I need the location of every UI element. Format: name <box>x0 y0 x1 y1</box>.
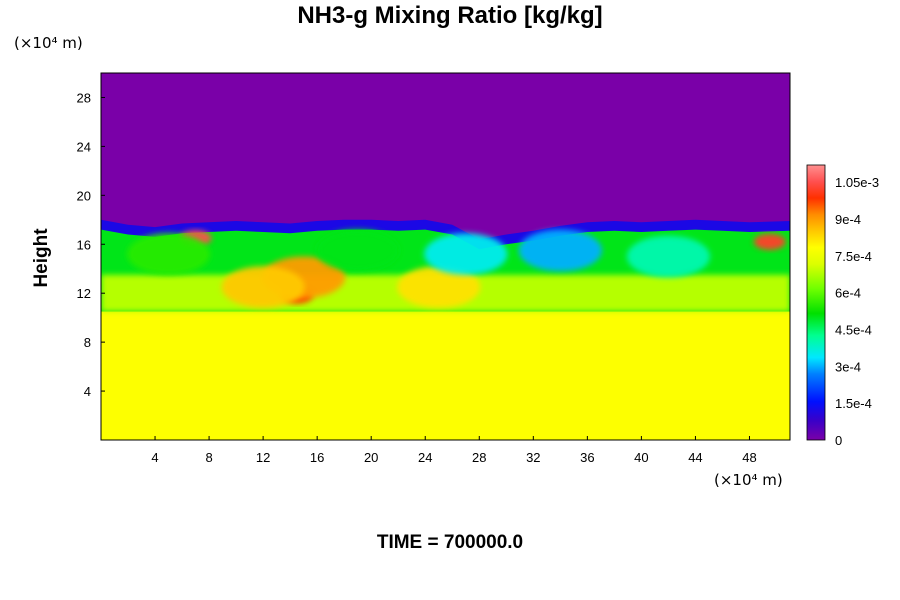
y-tick-label: 20 <box>77 188 91 203</box>
x-tick-label: 12 <box>256 450 270 465</box>
x-tick-label: 24 <box>418 450 432 465</box>
x-tick-label: 48 <box>742 450 756 465</box>
x-tick-label: 40 <box>634 450 648 465</box>
chart-title: NH3-g Mixing Ratio [kg/kg] <box>297 2 603 29</box>
heatmap-field <box>101 73 790 440</box>
time-label: TIME = 700000.0 <box>376 532 524 553</box>
field-feature-9 <box>316 229 400 272</box>
y-axis-unit: (×10⁴ m) <box>14 34 83 52</box>
lower-layer <box>101 311 790 440</box>
field-feature-1 <box>753 233 786 250</box>
x-axis-unit: (×10⁴ m) <box>714 471 783 489</box>
colorbar-tick-label: 0 <box>835 433 842 448</box>
x-tick-label: 28 <box>472 450 486 465</box>
colorbar-tick-label: 1.05e-3 <box>835 175 879 190</box>
y-tick-label: 28 <box>77 90 91 105</box>
colorbar-ticks: 0 1.5e-4 3e-4 4.5e-4 6e-4 7.5e-4 9e-4 1.05e-3 <box>835 175 879 448</box>
x-tick-label: 36 <box>580 450 594 465</box>
y-tick-label: 16 <box>77 237 91 252</box>
y-tick-label: 4 <box>84 384 91 399</box>
y-tick-label: 24 <box>77 139 91 154</box>
colorbar-tick-label: 3e-4 <box>835 359 861 374</box>
y-axis-label: Height <box>31 228 52 288</box>
colorbar-tick-label: 1.5e-4 <box>835 396 872 411</box>
field-feature-7 <box>424 233 508 275</box>
plot-frame <box>100 72 791 441</box>
colorbar-tick-label: 4.5e-4 <box>835 323 872 338</box>
x-tick-label: 44 <box>688 450 702 465</box>
x-tick-label: 32 <box>526 450 540 465</box>
x-tick-label: 16 <box>310 450 324 465</box>
field-feature-8 <box>626 235 711 278</box>
colorbar-tick-label: 7.5e-4 <box>835 249 872 264</box>
x-tick-label: 20 <box>364 450 378 465</box>
colorbar <box>806 164 826 441</box>
y-axis-ticks: 4 8 12 16 20 24 28 <box>77 90 105 399</box>
field-feature-5 <box>397 266 481 308</box>
field-feature-4 <box>221 266 305 308</box>
field-feature-10 <box>126 233 211 275</box>
x-tick-label: 8 <box>205 450 212 465</box>
x-axis-ticks: 4 8 12 16 20 24 28 32 36 40 44 48 <box>151 436 757 465</box>
colorbar-tick-label: 9e-4 <box>835 212 861 227</box>
y-tick-label: 12 <box>77 286 91 301</box>
field-feature-6 <box>518 229 602 272</box>
y-tick-label: 8 <box>84 335 91 350</box>
x-tick-label: 4 <box>151 450 158 465</box>
colorbar-tick-label: 6e-4 <box>835 286 861 301</box>
